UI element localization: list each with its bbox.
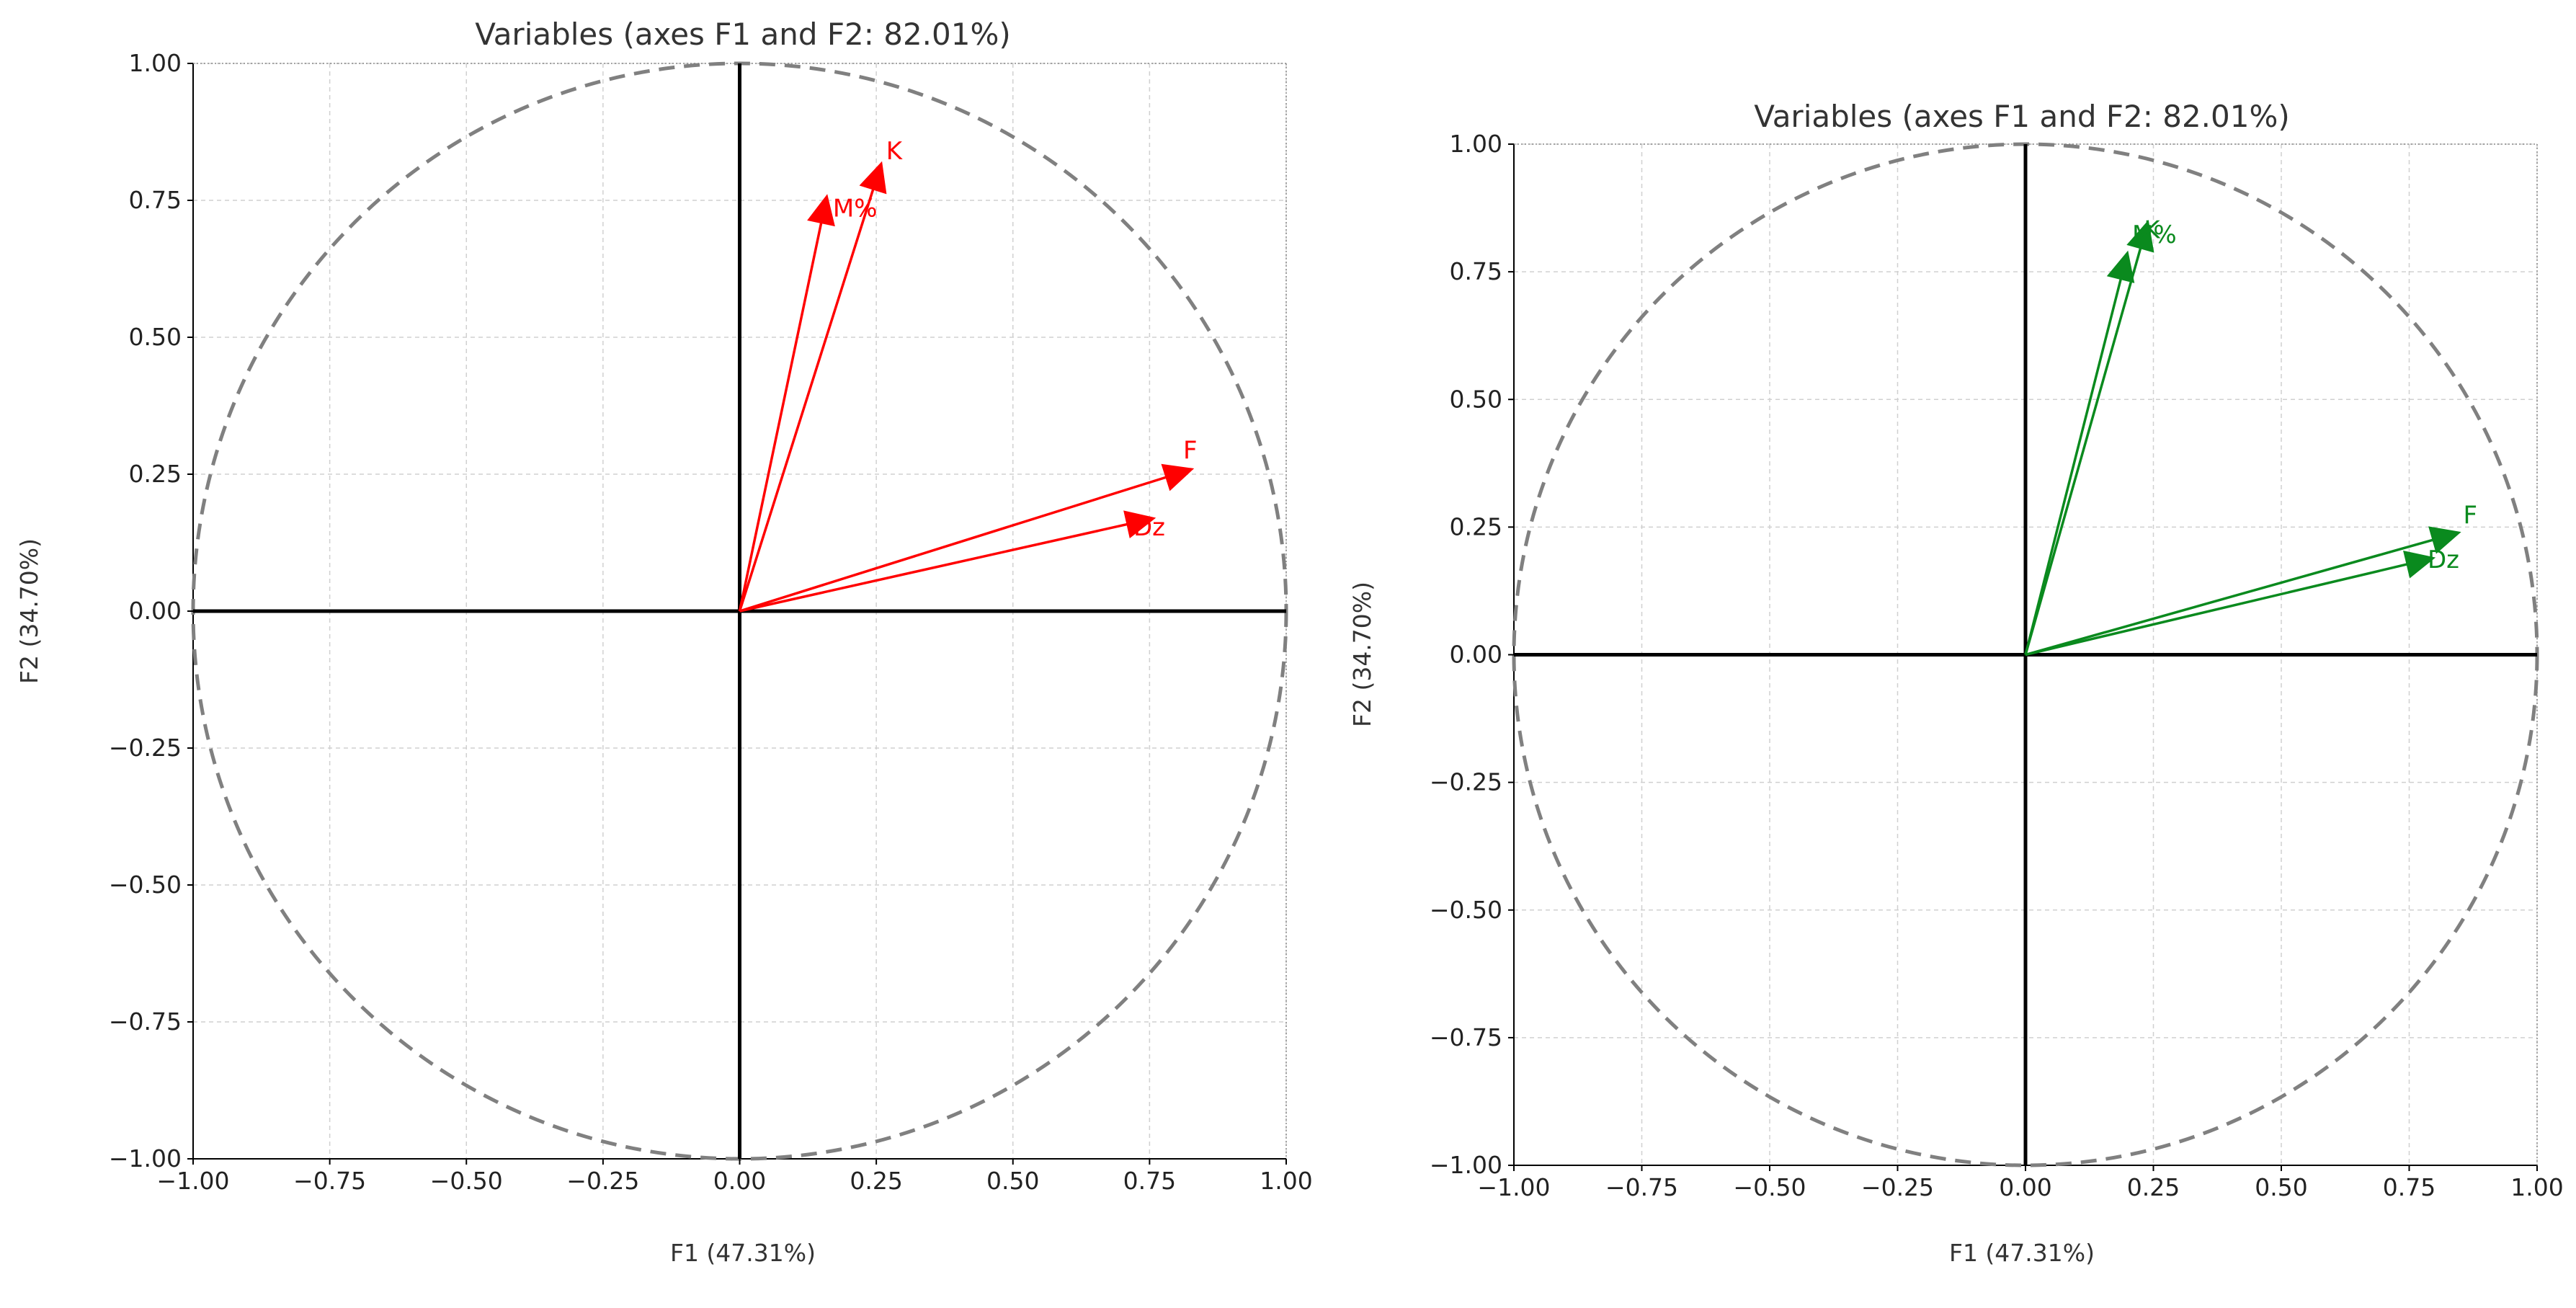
vector-label-m-pct: M%	[2132, 221, 2177, 249]
vector-line-k	[738, 189, 875, 612]
vector-line-dz	[2025, 563, 2407, 657]
x-tick-label: 0.25	[2127, 1173, 2180, 1201]
correlation-circle-chart-right: Variables (axes F1 and F2: 82.01%) F1 (4…	[1348, 99, 2564, 1267]
chart-title: Variables (axes F1 and F2: 82.01%)	[1754, 99, 2290, 134]
vector-label-dz: Dz	[2428, 546, 2459, 574]
y-tick-label: 0.50	[1450, 385, 1502, 413]
y-tick-label: 0.00	[1450, 641, 1502, 669]
x-tick-label: 0.75	[1123, 1167, 1176, 1195]
x-tick-label: −0.50	[1733, 1173, 1806, 1201]
x-tick-label: 0.00	[713, 1167, 766, 1195]
y-tick-label: −0.25	[1430, 768, 1502, 796]
y-tick-label: 1.00	[129, 49, 182, 77]
vector-label-k: K	[886, 137, 904, 166]
x-tick-label: 0.25	[850, 1167, 902, 1195]
x-tick-label: −0.25	[1861, 1173, 1934, 1201]
x-tick-label: −0.75	[293, 1167, 366, 1195]
x-tick-label: 0.50	[2255, 1173, 2307, 1201]
vector-arrowhead-f	[2428, 526, 2461, 554]
vector-label-dz: Dz	[1133, 513, 1165, 542]
vector-arrowhead-k	[859, 161, 887, 195]
y-tick-label: −0.75	[109, 1007, 182, 1036]
y-axis-label: F2 (34.70%)	[15, 538, 43, 684]
vector-line-k	[2024, 248, 2142, 655]
vector-label-f: F	[1183, 436, 1198, 465]
x-tick-label: −1.00	[1477, 1173, 1550, 1201]
x-tick-label: −1.00	[156, 1167, 229, 1195]
y-tick-label: 0.00	[129, 597, 182, 625]
vector-line-m-pct	[738, 223, 823, 612]
x-tick-label: 1.00	[2510, 1173, 2563, 1201]
chart-title: Variables (axes F1 and F2: 82.01%)	[475, 17, 1011, 52]
x-tick-label: 0.75	[2383, 1173, 2435, 1201]
y-tick-label: −0.75	[1430, 1023, 1502, 1051]
x-axis-label: F1 (47.31%)	[670, 1239, 816, 1267]
vector-line-f	[2025, 538, 2433, 657]
vector-arrowhead-dz	[2403, 550, 2436, 579]
x-axis-label: F1 (47.31%)	[1949, 1239, 2095, 1267]
x-tick-label: −0.25	[566, 1167, 639, 1195]
y-tick-label: −0.50	[1430, 896, 1502, 924]
x-tick-label: 0.50	[986, 1167, 1039, 1195]
y-tick-label: 0.25	[1450, 512, 1502, 540]
y-tick-label: 0.75	[1450, 257, 1502, 285]
vector-arrowhead-m-pct	[807, 194, 835, 227]
y-tick-label: −0.25	[109, 734, 182, 762]
vector-arrowhead-m-pct	[2106, 250, 2135, 283]
vector-arrowhead-f	[1161, 463, 1195, 491]
x-tick-label: 1.00	[1260, 1167, 1312, 1195]
y-tick-label: −0.50	[109, 871, 182, 899]
vector-line-dz	[739, 522, 1128, 613]
y-axis-label: F2 (34.70%)	[1348, 582, 1376, 727]
vector-label-f: F	[2464, 501, 2478, 530]
vector-arrowhead-dz	[1123, 510, 1156, 538]
x-tick-label: −0.50	[430, 1167, 503, 1195]
y-tick-label: 0.50	[129, 323, 182, 351]
correlation-circle-chart-left: Variables (axes F1 and F2: 82.01%) F1 (4…	[15, 17, 1313, 1267]
vector-label-k: K	[2144, 215, 2161, 244]
vector-line-f	[739, 476, 1167, 613]
y-tick-label: 0.75	[129, 186, 182, 214]
y-tick-label: 1.00	[1450, 130, 1502, 158]
y-tick-label: −1.00	[1430, 1151, 1502, 1179]
x-tick-label: −0.75	[1605, 1173, 1678, 1201]
vector-line-m-pct	[2024, 279, 2122, 655]
x-tick-label: 0.00	[1999, 1173, 2051, 1201]
vector-arrowhead-k	[2126, 220, 2154, 253]
y-tick-label: 0.25	[129, 460, 182, 488]
y-tick-label: −1.00	[109, 1144, 182, 1173]
